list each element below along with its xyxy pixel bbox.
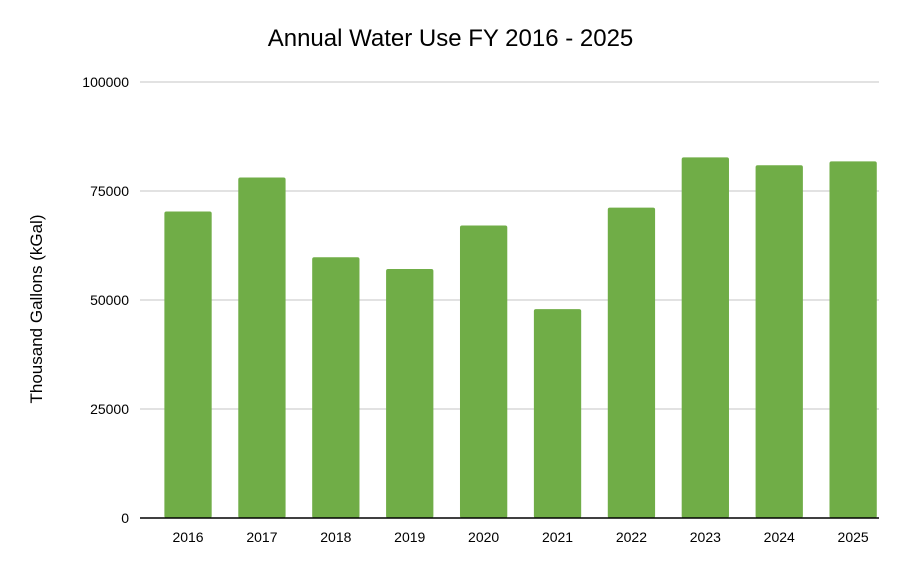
chart-title: Annual Water Use FY 2016 - 2025: [267, 25, 634, 52]
bar-2022: [607, 207, 656, 518]
bar-2023: [681, 157, 729, 519]
x-tick-label: 2022: [616, 529, 647, 545]
bar-2019: [386, 269, 434, 518]
bar-2021: [533, 309, 582, 518]
y-tick-labels: 0 25000 50000 75000 100000: [82, 74, 129, 526]
bar-2024: [755, 165, 803, 518]
bar-2020: [459, 225, 508, 518]
x-tick-label: 2017: [246, 529, 277, 545]
bars: [164, 157, 877, 519]
x-tick-label: 2023: [690, 529, 721, 545]
bar-2017: [238, 177, 286, 518]
y-tick-label: 25000: [90, 401, 129, 417]
y-tick-label: 75000: [90, 183, 129, 199]
y-tick-label: 100000: [82, 74, 129, 90]
x-tick-label: 2016: [172, 529, 203, 545]
y-tick-label: 0: [121, 510, 129, 526]
x-tick-labels: 2016 2017 2018 2019 2020 2021 2022 2023 2024 2025: [172, 529, 868, 545]
bar-2016: [164, 211, 212, 518]
x-tick-label: 2020: [468, 529, 499, 545]
x-tick-label: 2018: [320, 529, 351, 545]
x-tick-label: 2019: [394, 529, 425, 545]
x-tick-label: 2025: [838, 529, 869, 545]
y-tick-label: 50000: [90, 292, 129, 308]
x-tick-label: 2021: [542, 529, 573, 545]
x-tick-label: 2024: [764, 529, 795, 545]
bar-2025: [829, 161, 877, 519]
bar-2018: [312, 257, 360, 518]
